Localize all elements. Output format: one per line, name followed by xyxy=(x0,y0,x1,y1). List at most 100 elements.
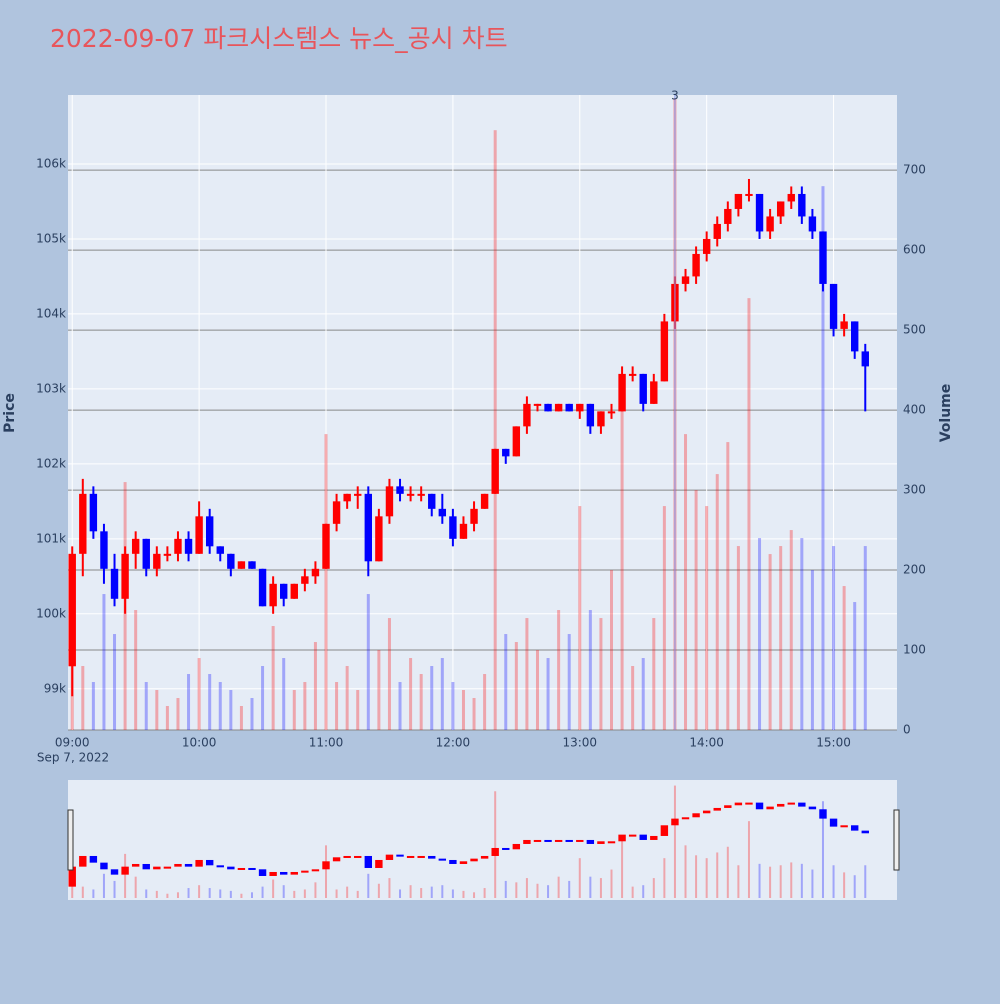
slider-candle xyxy=(618,834,626,842)
candle-body xyxy=(491,448,499,494)
volume-bar xyxy=(208,674,212,730)
candle-body xyxy=(861,351,869,367)
slider-volume-bar xyxy=(430,886,433,898)
volume-bar xyxy=(451,682,455,730)
volume-bar xyxy=(599,618,603,730)
volume-bar xyxy=(282,658,286,730)
candle-body xyxy=(851,321,859,352)
candle-body xyxy=(544,403,552,412)
volume-bar xyxy=(176,698,180,730)
slider-candle xyxy=(301,870,309,873)
slider-candle xyxy=(808,806,817,810)
slider-volume-bar xyxy=(504,880,507,898)
x-tick-label: 10:00 xyxy=(182,736,217,750)
y-tick-label: 101k xyxy=(36,531,66,545)
y-tick-label: 106k xyxy=(36,156,66,170)
candle-body xyxy=(840,321,848,329)
slider-candle xyxy=(554,839,563,842)
candle-body xyxy=(470,508,478,524)
candle-body xyxy=(142,538,150,569)
candle-body xyxy=(280,583,288,599)
slider-volume-bar xyxy=(864,865,867,898)
slider-volume-bar xyxy=(547,885,550,898)
candle-body xyxy=(205,516,214,547)
candle-body xyxy=(301,576,309,584)
candle-body xyxy=(713,223,721,239)
range-slider[interactable] xyxy=(68,780,897,900)
candle-body xyxy=(375,516,383,562)
slider-candle xyxy=(343,855,351,858)
slider-volume-bar xyxy=(811,869,814,898)
candle-body xyxy=(480,493,489,509)
slider-volume-bar xyxy=(716,852,719,898)
slider-candle xyxy=(269,871,277,876)
slider-candle xyxy=(110,869,119,875)
y-tick-label: 105k xyxy=(36,231,66,245)
volume-bar xyxy=(641,658,645,730)
volume-bar xyxy=(324,434,328,730)
slider-candle xyxy=(459,861,468,864)
volume-bar xyxy=(736,546,740,730)
slider-volume-bar xyxy=(462,890,465,898)
slider-candle xyxy=(227,866,235,870)
volume-bar xyxy=(303,682,307,730)
volume-bar xyxy=(810,570,814,730)
candle-body xyxy=(110,568,119,599)
volume-bar xyxy=(514,642,518,730)
slider-volume-bar xyxy=(610,869,613,898)
slider-candle xyxy=(861,830,869,834)
volume-bar xyxy=(102,594,106,730)
volume-bar xyxy=(377,650,381,730)
volume-bar xyxy=(409,658,413,730)
slider-candle xyxy=(354,855,362,858)
volume-bar xyxy=(620,394,624,730)
slider-volume-bar xyxy=(367,873,370,898)
volume-bar xyxy=(81,666,85,730)
slider-candle xyxy=(607,841,616,844)
volume-bar xyxy=(472,698,476,730)
slider-volume-bar xyxy=(282,885,285,898)
slider-candle xyxy=(829,818,838,827)
slider-volume-bar xyxy=(515,882,518,898)
slider-candle xyxy=(724,805,732,808)
slider-volume-bar xyxy=(599,878,602,898)
candle-body xyxy=(417,493,425,496)
slider-candle xyxy=(745,802,753,805)
candle-body xyxy=(237,561,246,569)
volume-bar xyxy=(832,546,836,730)
volume-bar xyxy=(345,666,349,730)
slider-volume-bar xyxy=(441,885,444,898)
slider-candle xyxy=(787,802,795,805)
slider-volume-bar xyxy=(663,858,666,898)
candle-body xyxy=(311,568,320,577)
slider-volume-bar xyxy=(240,893,243,898)
slider-candle xyxy=(798,802,806,807)
slider-candle xyxy=(385,854,394,860)
volume-bar xyxy=(461,690,465,730)
candle-body xyxy=(618,373,626,412)
volume-bar xyxy=(113,634,117,730)
candle-body xyxy=(554,403,563,412)
slider-candle xyxy=(650,835,658,840)
y2-axis-label: Volume xyxy=(938,384,954,443)
slider-candle xyxy=(79,855,87,867)
volume-bar xyxy=(356,690,360,730)
slider-volume-bar xyxy=(155,890,158,898)
slider-candle xyxy=(480,855,489,859)
volume-bar xyxy=(197,658,201,730)
slider-volume-bar xyxy=(652,878,655,898)
slider-volume-bar xyxy=(631,886,634,898)
slider-volume-bar xyxy=(451,889,454,898)
slider-candle xyxy=(776,803,785,807)
slider-candle xyxy=(639,834,647,840)
volume-bar xyxy=(578,506,582,730)
slider-volume-bar xyxy=(102,873,105,898)
volume-bar xyxy=(662,506,666,730)
candle-body xyxy=(798,193,806,217)
volume-bar xyxy=(694,490,698,730)
candle-body xyxy=(121,553,129,599)
slider-volume-bar xyxy=(219,889,222,898)
slider-volume-bar xyxy=(92,889,95,898)
y-tick-label: 100k xyxy=(36,606,66,620)
volume-bar xyxy=(715,474,719,730)
